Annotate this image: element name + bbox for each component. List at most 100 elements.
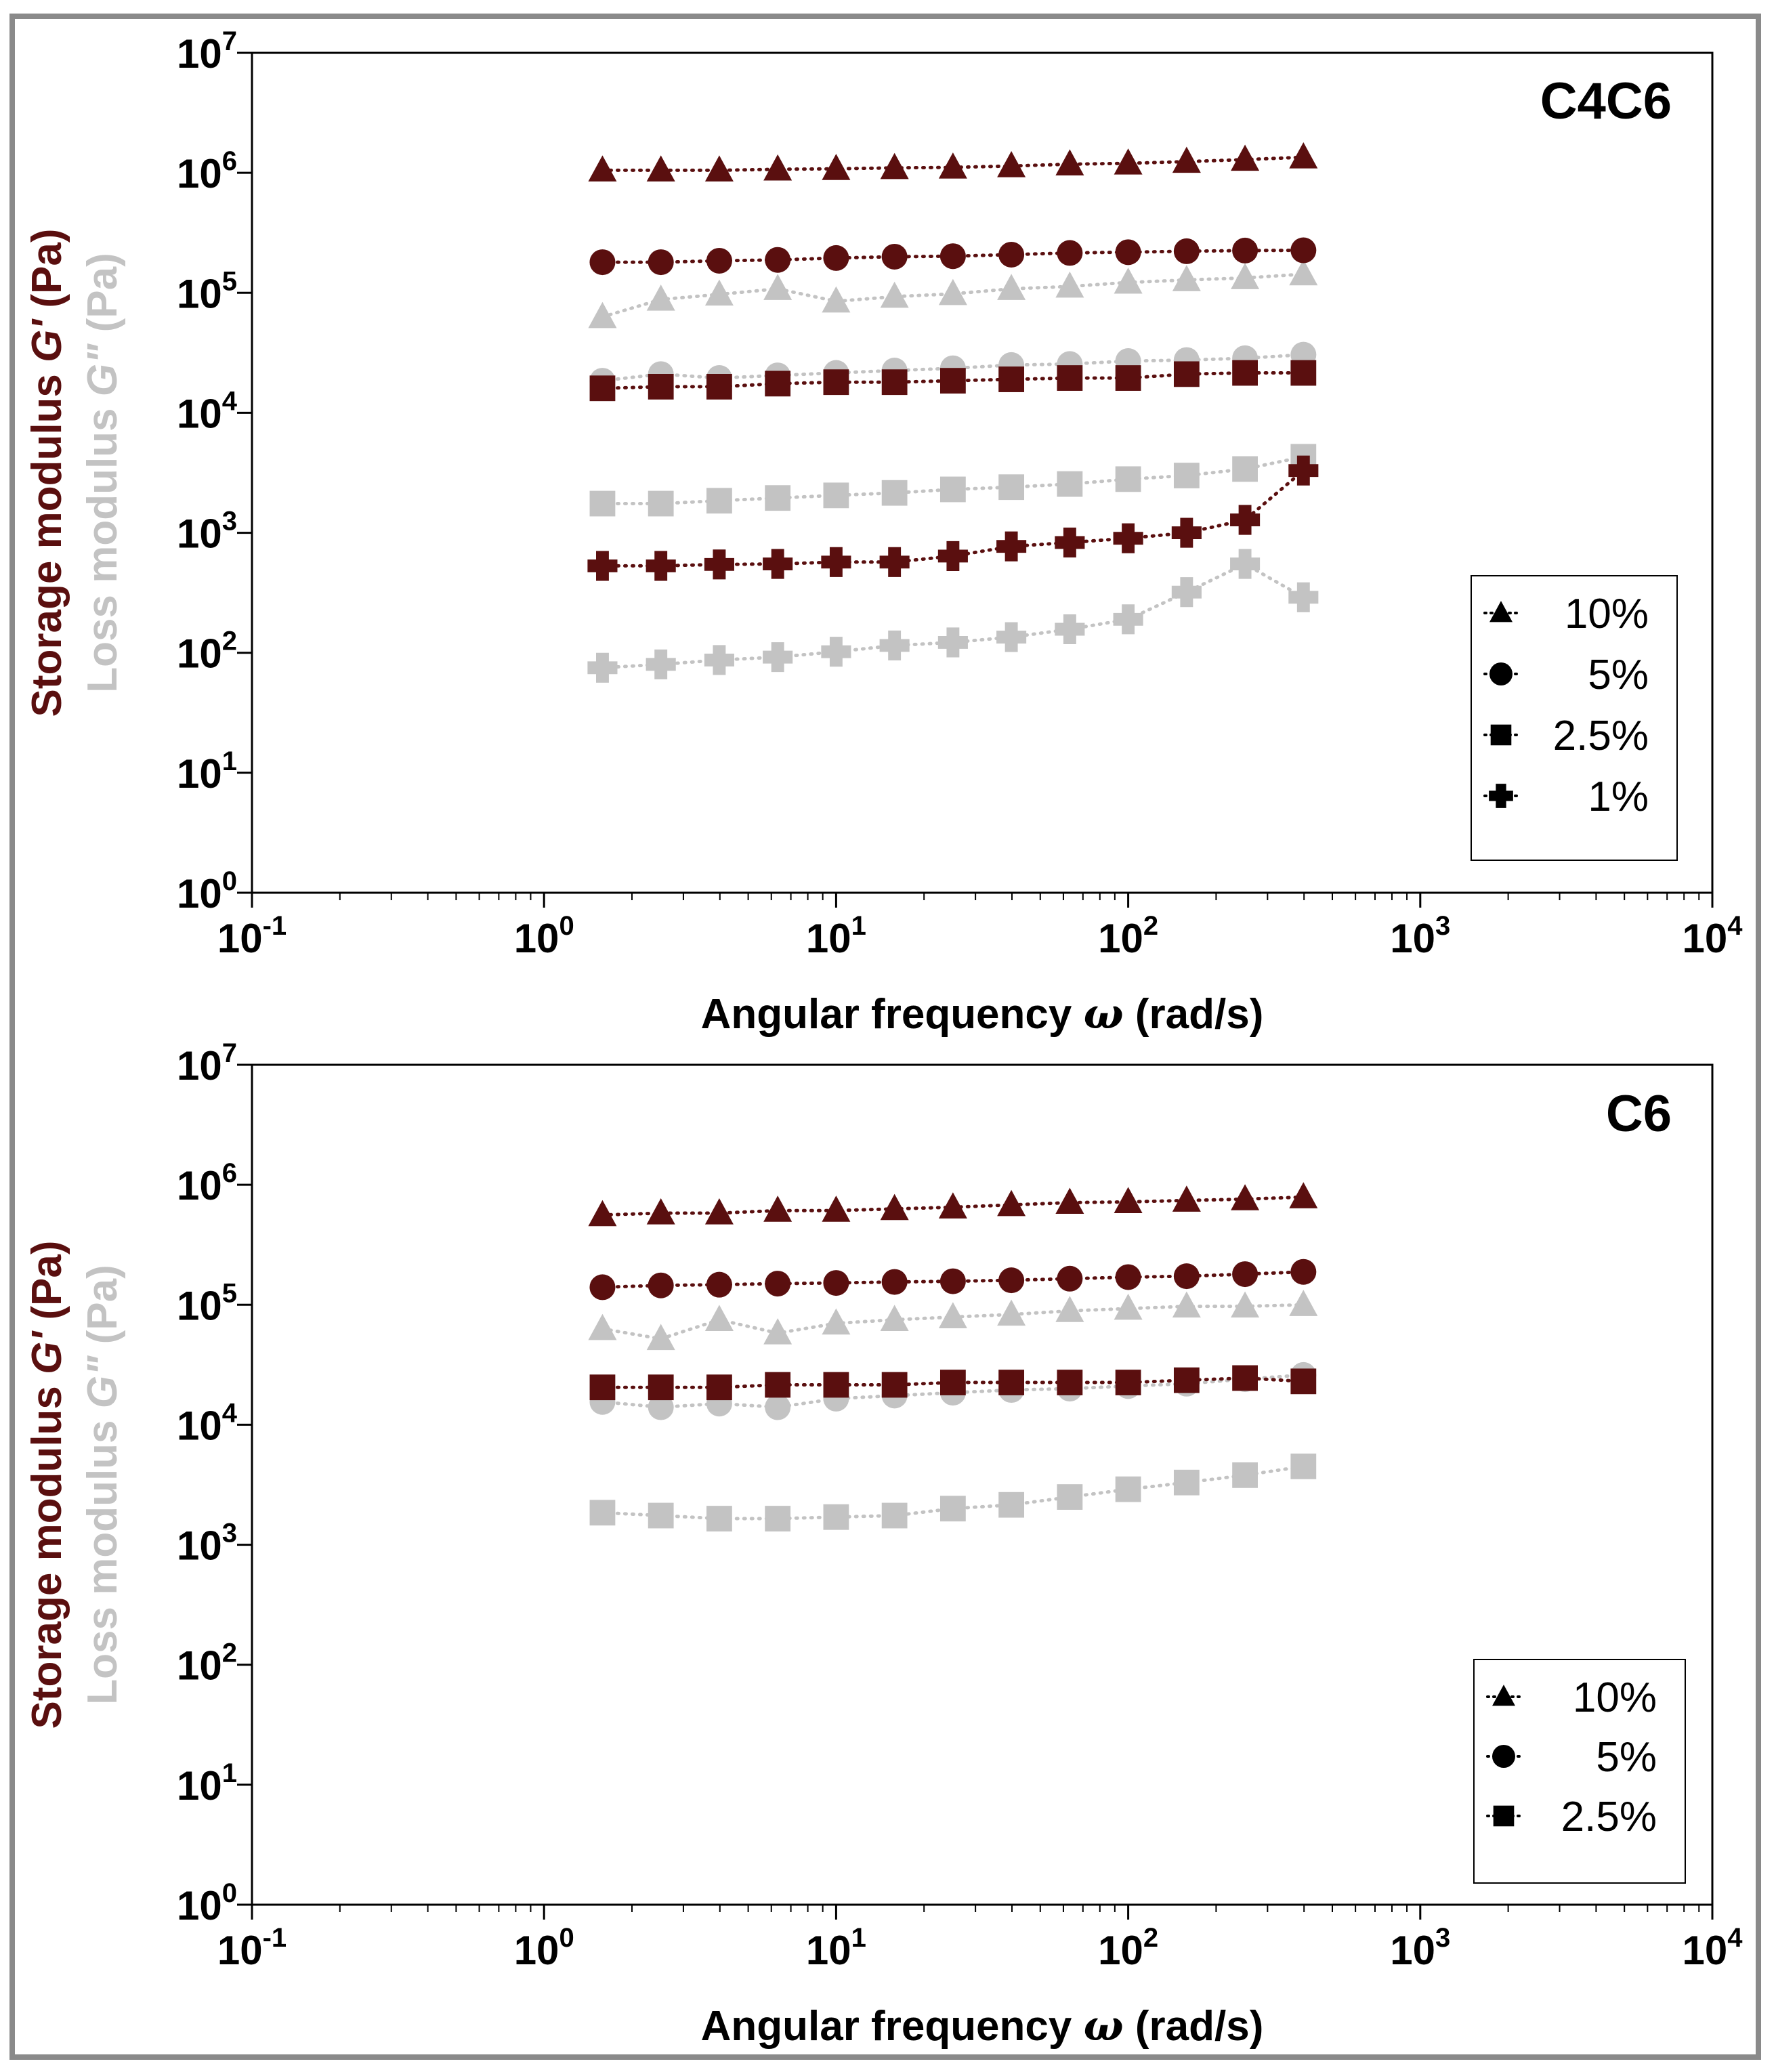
data-point [1055, 1296, 1084, 1322]
data-point [1173, 1469, 1200, 1496]
data-point [706, 488, 732, 514]
data-point [1114, 148, 1143, 175]
x-tick-label: 102 [1098, 1923, 1158, 1973]
data-point [939, 243, 966, 270]
data-point [937, 627, 968, 658]
data-point [648, 374, 674, 400]
data-point [1289, 259, 1318, 286]
data-point [881, 243, 908, 270]
data-point [763, 154, 792, 181]
data-point [646, 1198, 675, 1225]
data-point [939, 1370, 966, 1395]
data-point [822, 1308, 851, 1335]
data-point [706, 1506, 732, 1531]
data-point [1232, 456, 1258, 482]
data-point [1290, 360, 1317, 386]
data-point [706, 1374, 732, 1401]
data-point [646, 551, 676, 581]
data-point [1290, 1259, 1317, 1285]
data-point [880, 281, 909, 308]
data-point [1288, 455, 1319, 486]
data-point [763, 549, 793, 579]
y-tick-label: 103 [177, 507, 237, 557]
data-point [704, 549, 734, 580]
data-point [1172, 1185, 1201, 1212]
data-point [646, 155, 675, 182]
data-point [997, 1189, 1026, 1217]
x-axis-label: Angular frequency ω (rad/s) [701, 2001, 1264, 2050]
figure-frame [9, 14, 1761, 2060]
data-point [646, 1324, 675, 1351]
legend-label: 10% [1565, 591, 1649, 637]
x-tick-label: 100 [514, 1923, 574, 1973]
data-point [648, 1394, 674, 1420]
data-point [822, 286, 851, 313]
data-point [1114, 267, 1143, 294]
data-point [938, 1302, 967, 1328]
y-tick-label: 104 [177, 386, 238, 436]
data-point [1055, 1187, 1084, 1214]
data-point [937, 541, 968, 571]
data-point [1288, 582, 1319, 612]
data-point [1232, 360, 1258, 386]
legend-label: 2.5% [1553, 713, 1649, 759]
data-point [1055, 527, 1085, 557]
data-point [648, 1374, 674, 1401]
data-point [823, 482, 849, 509]
y-tick-label: 103 [177, 1519, 237, 1569]
y-tick-label: 104 [177, 1398, 238, 1448]
data-point [1231, 1291, 1260, 1318]
y-tick-label: 101 [177, 746, 237, 797]
data-point [881, 369, 908, 396]
data-point [648, 1502, 674, 1529]
data-point [1173, 1263, 1200, 1290]
data-point [1057, 1265, 1083, 1292]
x-tick-label: 103 [1390, 911, 1450, 961]
data-point [1114, 1187, 1143, 1213]
x-tick-label: 10-1 [217, 911, 287, 961]
data-point [588, 155, 617, 182]
data-point [588, 301, 617, 329]
data-point [1289, 142, 1318, 169]
data-point [1055, 614, 1085, 645]
data-point [879, 630, 910, 661]
data-point [1232, 237, 1259, 263]
data-point [706, 247, 732, 274]
x-tick-label: 104 [1683, 1923, 1743, 1973]
x-axis-label: Angular frequency ω (rad/s) [701, 989, 1264, 1038]
plot-area-border [251, 51, 1714, 894]
data-point [765, 247, 791, 273]
data-point [1172, 1291, 1201, 1318]
data-point [821, 547, 851, 577]
y-tick-label: 107 [177, 26, 237, 77]
data-point [997, 1299, 1026, 1326]
data-point [646, 649, 676, 679]
data-point [939, 368, 966, 394]
data-point [998, 1492, 1025, 1518]
data-point [765, 485, 791, 511]
y-axis-label-storage: Storage modulus G' (Pa) [24, 229, 70, 717]
data-point [822, 1196, 851, 1222]
data-point [998, 241, 1025, 268]
data-point [1113, 523, 1143, 553]
data-point [880, 1305, 909, 1331]
data-point [881, 1372, 908, 1398]
data-point [1232, 1261, 1259, 1288]
data-point [880, 152, 909, 179]
legend-marker [1489, 784, 1513, 808]
data-point [998, 366, 1025, 392]
data-point [996, 531, 1027, 562]
legend-label: 10% [1573, 1674, 1657, 1721]
data-point [765, 1394, 791, 1420]
data-point [997, 274, 1026, 300]
data-point [998, 1370, 1025, 1395]
chart-panel-1: 10-1 100 101 102 103 104100101102103104105106… [24, 26, 1743, 1038]
data-point [822, 154, 851, 180]
x-tick-label: 103 [1390, 1923, 1450, 1973]
y-tick-label: 107 [177, 1038, 237, 1088]
data-point [881, 480, 908, 506]
data-point [588, 1200, 617, 1227]
data-point [1230, 549, 1261, 579]
data-point [1114, 1293, 1143, 1320]
